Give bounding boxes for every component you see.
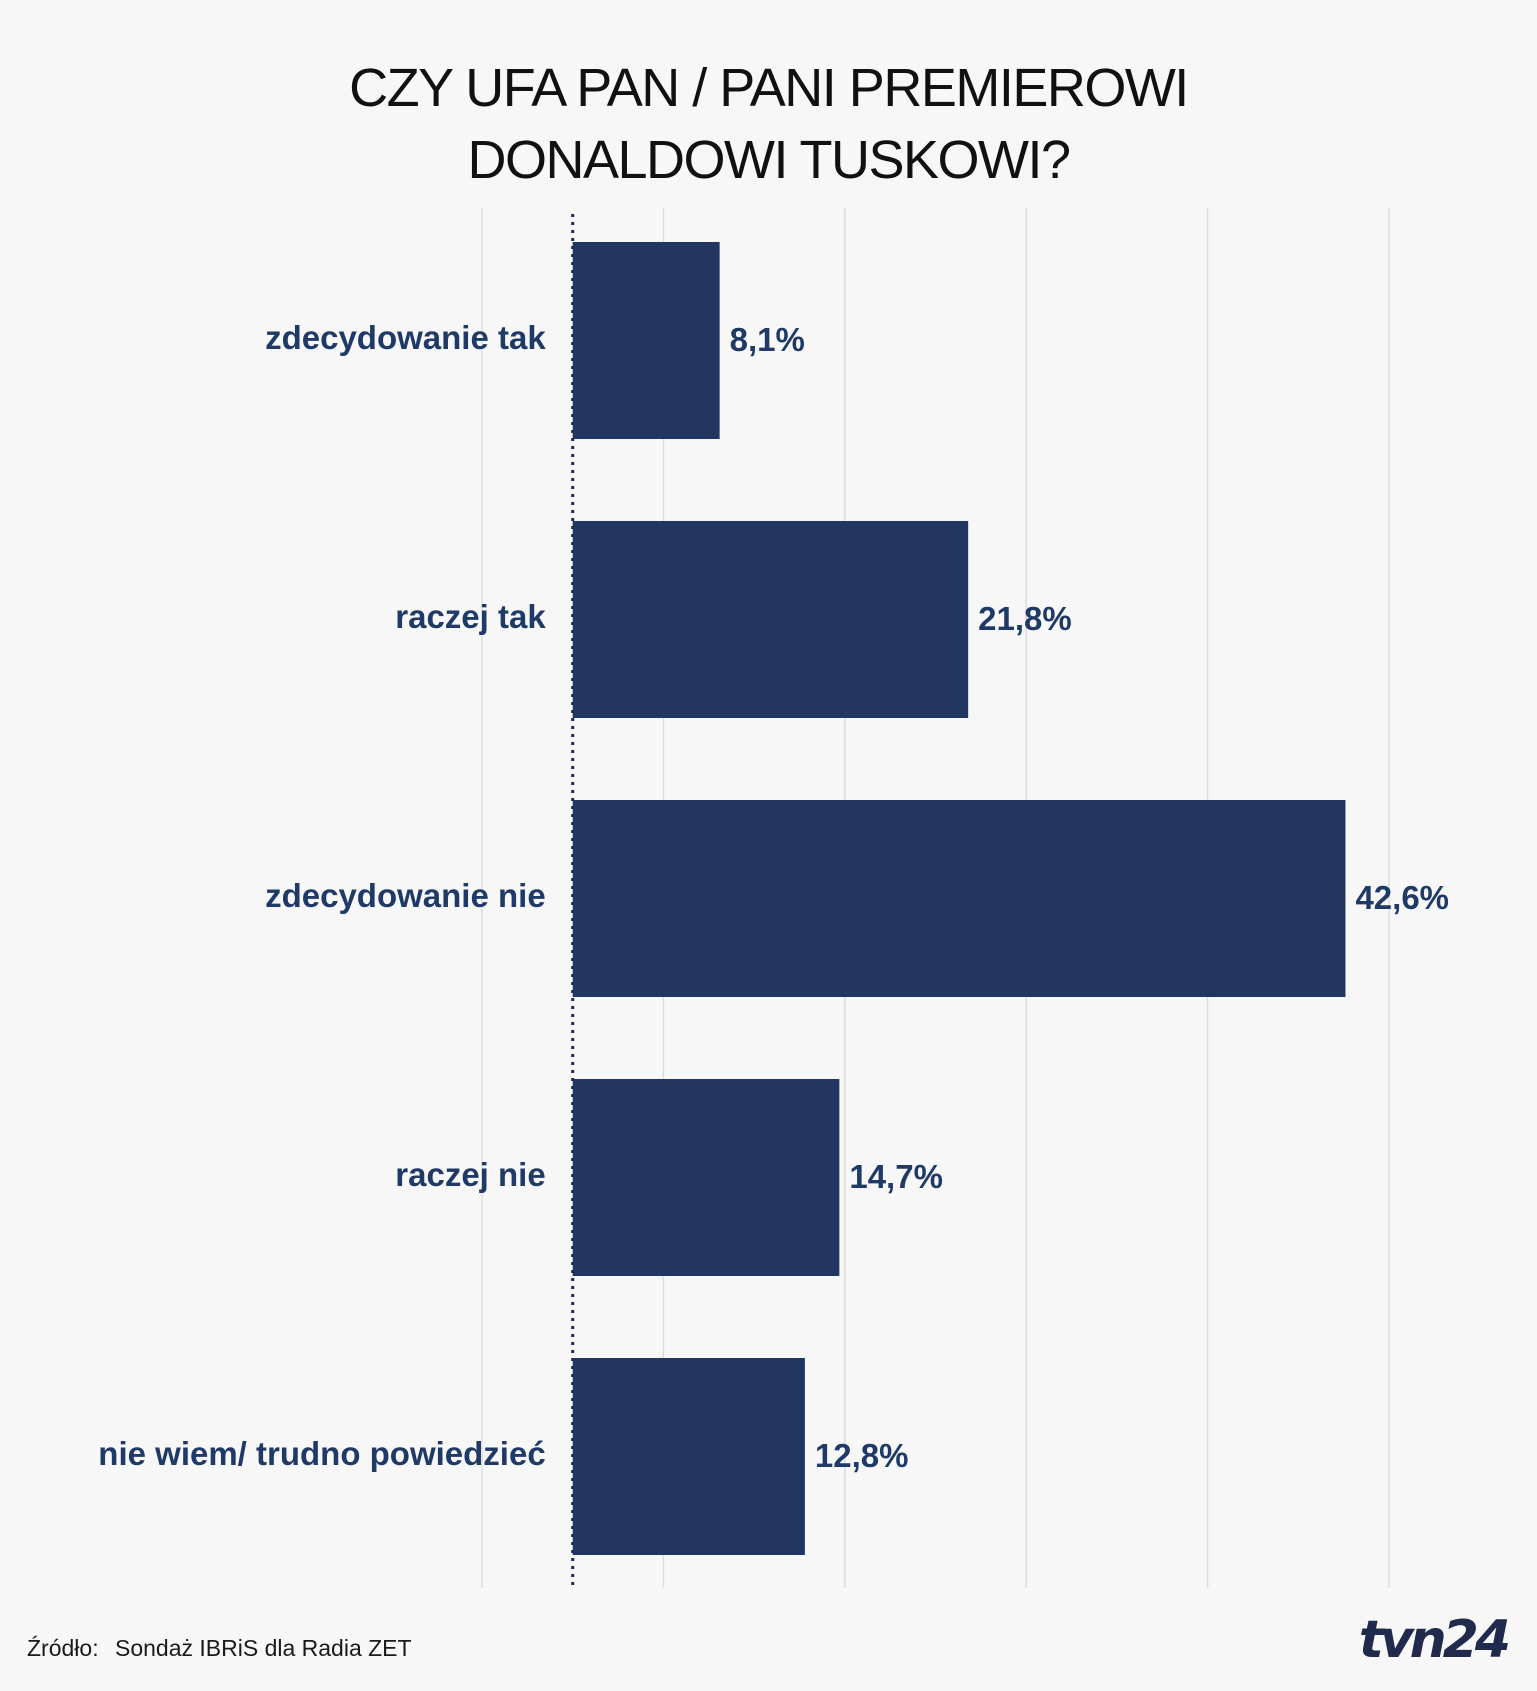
value-label-2: 42,6% xyxy=(1355,879,1449,916)
bar-3 xyxy=(572,1079,840,1276)
source-label: Źródło: xyxy=(27,1635,99,1661)
category-label-3: raczej nie xyxy=(395,1156,545,1193)
category-label-2: zdecydowanie nie xyxy=(265,877,546,914)
chart-title-line-1: CZY UFA PAN / PANI PREMIEROWI xyxy=(349,58,1189,118)
value-label-1: 21,8% xyxy=(978,600,1072,637)
category-label-4: nie wiem/ trudno powiedzieć xyxy=(98,1435,545,1472)
category-label-1: raczej tak xyxy=(395,598,546,635)
chart-title: CZY UFA PAN / PANI PREMIEROWI DONALDOWI … xyxy=(0,52,1537,196)
bar-2 xyxy=(572,800,1346,997)
source-note: Źródło: Sondaż IBRiS dla Radia ZET xyxy=(27,1635,422,1662)
source-text: Sondaż IBRiS dla Radia ZET xyxy=(114,1635,412,1661)
category-label-0: zdecydowanie tak xyxy=(265,319,546,356)
tvn24-logo: tvn24 xyxy=(1358,1610,1511,1670)
chart-title-line-2: DONALDOWI TUSKOWI? xyxy=(467,130,1071,190)
bar-1 xyxy=(572,521,969,718)
bar-4 xyxy=(572,1358,805,1555)
value-label-4: 12,8% xyxy=(815,1437,909,1474)
value-label-3: 14,7% xyxy=(849,1158,943,1195)
bar-0 xyxy=(572,242,720,439)
value-label-0: 8,1% xyxy=(730,321,805,358)
